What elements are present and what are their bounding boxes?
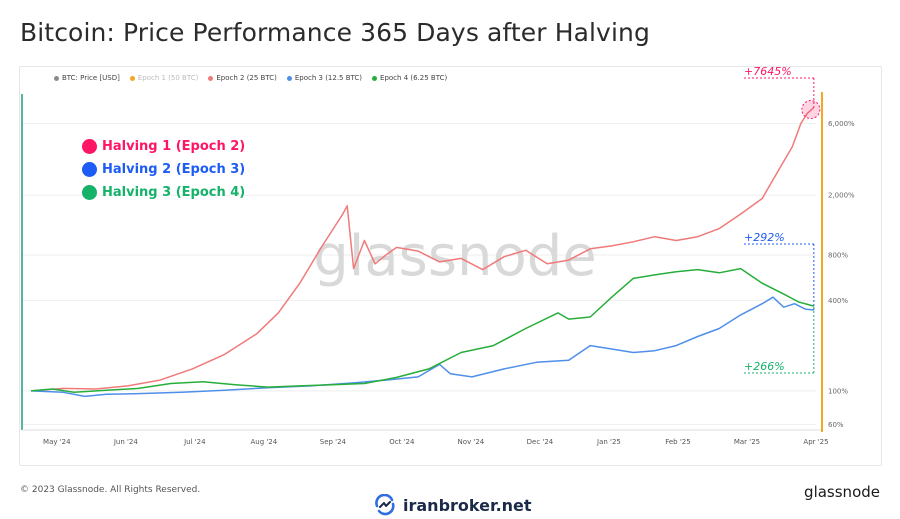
copyright-text: © 2023 Glassnode. All Rights Reserved.: [20, 485, 201, 495]
series-line-epoch-2-25-btc-: [30, 106, 815, 392]
y-tick-label: 60%: [828, 421, 844, 429]
legend-dot: [372, 75, 378, 81]
x-tick-label: Feb '25: [665, 438, 690, 446]
x-tick-label: Aug '24: [250, 438, 277, 446]
x-tick-label: Nov '24: [458, 438, 485, 446]
legend-label: Epoch 3 (12.5 BTC): [294, 74, 363, 82]
legend: BTC: Price [USD] Epoch 1 (50 BTC) Epoch …: [54, 74, 447, 82]
series-line-epoch-3-12-5-btc-: [30, 296, 814, 398]
annotation-label: +292%: [744, 231, 785, 244]
legend-dot: [286, 75, 292, 81]
y-tick-label: 400%: [828, 297, 848, 305]
halving-label: Halving 2 (Epoch 3): [102, 162, 246, 177]
chart-card: [19, 66, 882, 466]
iranbroker-logo[interactable]: iranbroker.net: [373, 494, 532, 516]
x-tick-label: Jun '24: [113, 438, 139, 446]
legend-label: Epoch 1 (50 BTC): [137, 74, 199, 82]
peak-highlight-circle: [801, 100, 821, 120]
halving-list: Halving 1 (Epoch 2) Halving 2 (Epoch 3) …: [82, 135, 245, 204]
glassnode-brand: glassnode: [804, 483, 880, 501]
page-title: Bitcoin: Price Performance 365 Days afte…: [20, 18, 650, 47]
x-tick-label: May '24: [43, 438, 71, 446]
x-tick-label: Dec '24: [527, 438, 554, 446]
x-tick-label: Sep '24: [320, 438, 347, 446]
legend-item-epoch-3[interactable]: Epoch 3 (12.5 BTC): [286, 74, 363, 82]
legend-item-epoch-4[interactable]: Epoch 4 (6.25 BTC): [372, 74, 447, 82]
x-tick-label: Apr '25: [803, 438, 828, 446]
y-tick-label: 800%: [828, 252, 848, 260]
series-line-epoch-4-6-25-btc-: [30, 267, 814, 394]
x-tick-label: Jan '25: [596, 438, 621, 446]
x-tick-label: Mar '25: [734, 438, 760, 446]
legend-dot: [208, 75, 214, 81]
x-tick-label: Jul '24: [183, 438, 206, 446]
legend-label: BTC: Price [USD]: [62, 74, 120, 82]
annotation-label: +266%: [744, 360, 785, 373]
halving-dot: [82, 185, 97, 200]
legend-label: Epoch 2 (25 BTC): [216, 74, 277, 82]
legend-dot: [129, 75, 135, 81]
iranbroker-icon: [375, 494, 395, 516]
legend-item-epoch-1[interactable]: Epoch 1 (50 BTC): [129, 74, 199, 82]
halving-dot: [82, 139, 97, 154]
x-tick-label: Oct '24: [389, 438, 415, 446]
annotation-label: +7645%: [744, 65, 792, 78]
y-tick-label: 2,000%: [828, 192, 855, 200]
iranbroker-text: iranbroker.net: [403, 495, 532, 515]
legend-dot: [54, 75, 59, 81]
legend-item-epoch-2[interactable]: Epoch 2 (25 BTC): [208, 74, 277, 82]
halving-label: Halving 1 (Epoch 2): [102, 139, 246, 154]
halving-item-2: Halving 2 (Epoch 3): [82, 158, 245, 181]
halving-dot: [82, 162, 97, 177]
legend-item-btc-price[interactable]: BTC: Price [USD]: [54, 74, 120, 82]
y-tick-label: 100%: [828, 387, 848, 395]
halving-item-1: Halving 1 (Epoch 2): [82, 135, 245, 158]
y-tick-label: 6,000%: [828, 120, 855, 128]
halving-item-3: Halving 3 (Epoch 4): [82, 181, 245, 204]
legend-label: Epoch 4 (6.25 BTC): [380, 74, 448, 82]
watermark: glassnode: [313, 224, 597, 289]
halving-label: Halving 3 (Epoch 4): [102, 185, 246, 200]
